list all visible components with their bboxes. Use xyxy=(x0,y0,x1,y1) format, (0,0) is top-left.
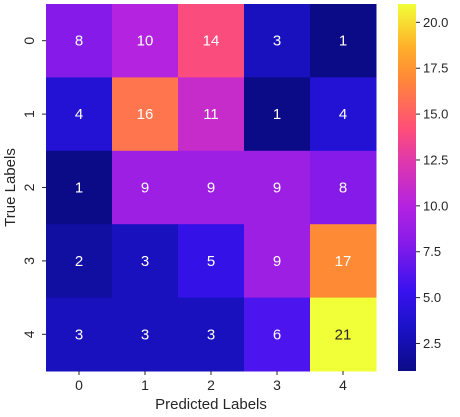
colorbar-tick-label-5: 15.0 xyxy=(423,107,448,122)
heatmap-cell-r4-c0 xyxy=(46,297,113,372)
cell-value-r4-c4: 21 xyxy=(335,326,352,343)
heatmap-cell-labels: 8 10 14 3 14 16 11 1 41 9 9 9 82 3 5 9 173 3 3 6 21 xyxy=(75,33,352,344)
heatmap-cell-r1-c2 xyxy=(178,77,245,152)
cell-value-r0-c3: 3 xyxy=(273,33,281,50)
y-tick-label-4: 4 xyxy=(21,330,37,338)
colorbar-tick-label-1: 5.0 xyxy=(423,290,441,305)
cell-value-r4-c2: 3 xyxy=(207,326,215,343)
heatmap-cell-r4-c2 xyxy=(178,297,245,372)
cell-value-r0-c2: 14 xyxy=(203,33,220,50)
heatmap-cell-r3-c4 xyxy=(310,224,377,299)
heatmap-cell-r3-c0 xyxy=(46,224,113,299)
colorbar xyxy=(398,4,416,371)
colorbar-tick-label-0: 2.5 xyxy=(423,336,441,351)
heatmap-cell-r0-c3 xyxy=(244,4,311,78)
heatmap-cell-r2-c2 xyxy=(178,150,245,225)
cell-value-r2-c0: 1 xyxy=(75,180,83,197)
heatmap-cell-r2-c0 xyxy=(46,150,113,225)
colorbar-tick-label-7: 20.0 xyxy=(423,15,448,30)
cell-value-r1-c4: 4 xyxy=(339,106,347,123)
heatmap-cell-r1-c0 xyxy=(46,77,113,152)
y-tick-label-3: 3 xyxy=(21,257,37,265)
colorbar-tick-label-4: 12.5 xyxy=(423,152,448,167)
cell-value-r1-c0: 4 xyxy=(75,106,83,123)
heatmap-cells xyxy=(46,4,377,372)
heatmap-cell-r1-c4 xyxy=(310,77,377,152)
cell-value-r2-c4: 8 xyxy=(339,180,347,197)
y-tick-label-0: 0 xyxy=(21,37,37,45)
cell-value-r3-c1: 3 xyxy=(141,253,149,270)
y-axis-ticks: 0 1 2 3 4 xyxy=(21,37,46,338)
heatmap-cell-r2-c1 xyxy=(112,150,179,225)
y-axis-label: True Labels xyxy=(2,148,19,227)
heatmap-cell-r3-c1 xyxy=(112,224,179,299)
x-tick-label-2: 2 xyxy=(207,377,215,393)
y-tick-label-1: 1 xyxy=(21,110,37,118)
cell-value-r3-c3: 9 xyxy=(273,253,281,270)
heatmap-cell-r2-c3 xyxy=(244,150,311,225)
colorbar-tick-label-3: 10.0 xyxy=(423,198,448,213)
cell-value-r0-c4: 1 xyxy=(339,33,347,50)
x-axis-label: Predicted Labels xyxy=(155,396,267,413)
cell-value-r1-c2: 11 xyxy=(203,106,219,123)
heatmap-cell-r3-c3 xyxy=(244,224,311,299)
x-tick-label-0: 0 xyxy=(75,377,83,393)
heatmap-cell-r2-c4 xyxy=(310,150,377,225)
heatmap-cell-r0-c2 xyxy=(178,4,245,78)
heatmap-cell-r4-c4 xyxy=(310,297,377,372)
heatmap-cell-r4-c1 xyxy=(112,297,179,372)
cell-value-r4-c1: 3 xyxy=(141,326,149,343)
cell-value-r3-c2: 5 xyxy=(207,253,215,270)
heatmap-cell-r0-c1 xyxy=(112,4,179,78)
cell-value-r2-c2: 9 xyxy=(207,180,215,197)
cell-value-r0-c0: 8 xyxy=(75,33,83,50)
x-tick-label-3: 3 xyxy=(273,377,281,393)
y-tick-label-2: 2 xyxy=(21,183,37,191)
cell-value-r3-c4: 17 xyxy=(335,253,352,270)
colorbar-tick-label-6: 17.5 xyxy=(423,61,448,76)
heatmap-cell-r1-c1 xyxy=(112,77,179,152)
heatmap-cell-r3-c2 xyxy=(178,224,245,299)
colorbar-tick-label-2: 7.5 xyxy=(423,244,441,259)
x-axis-ticks: 0 1 2 3 4 xyxy=(75,371,347,393)
cell-value-r2-c1: 9 xyxy=(141,180,149,197)
cell-value-r0-c1: 10 xyxy=(137,33,154,50)
cell-value-r4-c0: 3 xyxy=(75,326,83,343)
cell-value-r4-c3: 6 xyxy=(273,326,281,343)
x-tick-label-4: 4 xyxy=(339,377,347,393)
heatmap-cell-r1-c3 xyxy=(244,77,311,152)
cell-value-r1-c3: 1 xyxy=(273,106,281,123)
heatmap-cell-r0-c0 xyxy=(46,4,113,78)
heatmap-cell-r0-c4 xyxy=(310,4,377,78)
x-tick-label-1: 1 xyxy=(141,377,149,393)
cell-value-r1-c1: 16 xyxy=(137,106,154,123)
heatmap-cell-r4-c3 xyxy=(244,297,311,372)
cell-value-r3-c0: 2 xyxy=(75,253,83,270)
colorbar-ticks: 2.5 5.0 7.5 10.0 12.5 15.0 17.5 20.0 xyxy=(416,15,448,351)
cell-value-r2-c3: 9 xyxy=(273,180,281,197)
